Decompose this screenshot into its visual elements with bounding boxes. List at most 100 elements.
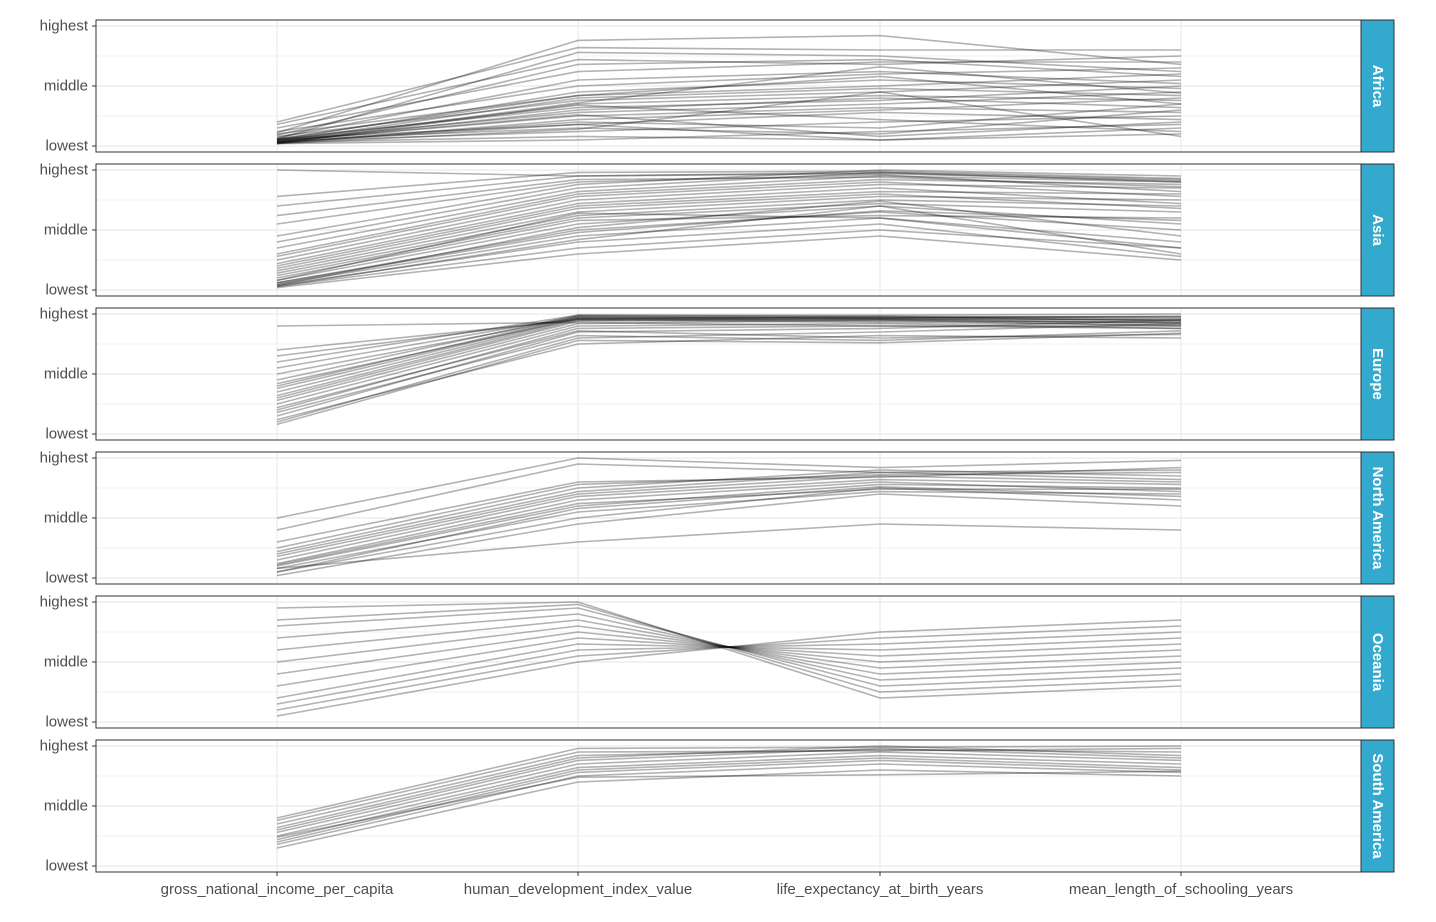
- facet-strip: [1360, 595, 1395, 729]
- series-line-asia-25: [276, 205, 1182, 288]
- series-line-oceania-10: [276, 607, 1182, 687]
- series-line-europe-9: [276, 316, 1182, 390]
- y-tick-label: middle: [44, 78, 88, 95]
- series-line-africa-1: [276, 123, 1182, 145]
- series-line-south-america-6: [276, 751, 1182, 834]
- x-axis: gross_national_income_per_capita human_de…: [161, 872, 1293, 898]
- series-line-north-america-7: [276, 475, 1182, 558]
- series-line-africa-27: [276, 104, 1182, 141]
- series-line-north-america-10: [276, 471, 1182, 549]
- series-line-europe-7: [276, 315, 1182, 397]
- series-line-europe-18: [276, 321, 1182, 330]
- series-line-europe-8: [276, 315, 1182, 393]
- series-line-europe-11: [276, 317, 1182, 385]
- panel-europe: lowest middle highest Europe: [40, 306, 1395, 443]
- y-tick-label: middle: [44, 366, 88, 383]
- series-line-europe-2: [276, 319, 1182, 417]
- series-line-asia-2: [276, 229, 1182, 288]
- facet-strip-label: Asia: [1369, 214, 1386, 246]
- series-line-africa-2: [276, 133, 1182, 144]
- series-line-asia-15: [276, 181, 1182, 258]
- series-line-south-america-8: [276, 745, 1182, 829]
- series-line-africa-22: [276, 51, 1182, 140]
- series-line-north-america-6: [276, 478, 1182, 561]
- series-line-north-america-12: [276, 463, 1182, 531]
- series-line-africa-28: [276, 91, 1182, 145]
- series-line-asia-14: [276, 183, 1182, 261]
- series-line-oceania-3: [276, 631, 1182, 705]
- series-line-africa-18: [276, 70, 1182, 139]
- series-line-africa-24: [276, 34, 1182, 134]
- series-line-oceania-11: [276, 603, 1182, 693]
- facet-strip-label: Oceania: [1369, 633, 1386, 692]
- y-tick-label: highest: [40, 18, 89, 35]
- series-line-north-america-14: [276, 523, 1182, 570]
- series-line-north-america-1: [276, 493, 1182, 577]
- series-line-europe-21: [276, 334, 1182, 421]
- series-line-asia-27: [276, 209, 1182, 284]
- series-line-south-america-3: [276, 759, 1182, 843]
- series-line-europe-3: [276, 325, 1181, 411]
- series-line-africa-30: [276, 65, 1182, 144]
- y-tick-label: highest: [40, 450, 89, 467]
- series-line-asia-10: [276, 195, 1182, 272]
- series-line-africa-21: [276, 55, 1182, 126]
- series-line-oceania-4: [276, 637, 1182, 699]
- series-line-asia-9: [276, 199, 1182, 274]
- series-line-oceania-7: [276, 625, 1182, 669]
- series-line-north-america-3: [276, 490, 1182, 570]
- series-line-africa-15: [276, 73, 1182, 135]
- series-line-asia-13: [276, 187, 1182, 265]
- series-line-north-america-11: [276, 466, 1182, 543]
- panel-north-america: lowest middle highest North America: [40, 450, 1395, 587]
- x-tick-label: mean_length_of_schooling_years: [1069, 881, 1293, 898]
- y-tick-label: lowest: [45, 426, 88, 443]
- facet-strip: [1360, 739, 1395, 873]
- y-tick-label: highest: [40, 306, 89, 323]
- panel-south-america: lowest middle highest South America: [40, 738, 1395, 875]
- series-line-europe-14: [276, 315, 1182, 369]
- y-tick-label: middle: [44, 510, 88, 527]
- series-line-africa-4: [276, 109, 1182, 141]
- series-line-oceania-1: [276, 619, 1182, 717]
- series-line-africa-12: [276, 94, 1182, 145]
- y-tick-label: middle: [44, 798, 88, 815]
- series-line-oceania-12: [276, 601, 1182, 699]
- facet-strip: [1360, 307, 1395, 441]
- series-line-asia-23: [276, 170, 1182, 198]
- series-line-africa-9: [276, 91, 1182, 141]
- panel-oceania: lowest middle highest Oceania: [40, 594, 1395, 731]
- series-line-europe-16: [276, 317, 1182, 357]
- series-line-asia-21: [276, 176, 1182, 217]
- series-line-north-america-2: [276, 487, 1182, 573]
- series-line-europe-12: [276, 314, 1182, 381]
- series-line-asia-18: [276, 171, 1182, 243]
- series-line-asia-11: [276, 193, 1182, 270]
- series-line-africa-8: [276, 106, 1182, 142]
- series-line-north-america-4: [276, 483, 1182, 567]
- series-line-asia-1: [276, 235, 1182, 289]
- series-line-africa-13: [276, 79, 1182, 138]
- series-line-asia-7: [276, 214, 1182, 279]
- series-line-north-america-5: [276, 481, 1182, 565]
- series-line-europe-17: [276, 319, 1182, 351]
- series-line-south-america-12: [276, 770, 1182, 838]
- series-line-africa-6: [276, 103, 1182, 144]
- series-line-europe-4: [276, 322, 1182, 405]
- series-line-asia-22: [276, 171, 1182, 207]
- series-line-africa-19: [276, 61, 1181, 129]
- facet-strip: [1360, 451, 1395, 585]
- series-line-asia-17: [276, 175, 1182, 249]
- series-line-africa-25: [276, 123, 1182, 144]
- facet-panels: lowest middle highest Africa lowest middle hig…: [40, 18, 1395, 875]
- series-line-asia-3: [276, 223, 1182, 286]
- panel-asia: lowest middle highest Asia: [40, 162, 1395, 299]
- series-line-europe-10: [276, 315, 1182, 387]
- series-line-africa-3: [276, 115, 1182, 142]
- series-line-south-america-11: [276, 745, 1182, 819]
- series-line-africa-20: [276, 58, 1182, 136]
- series-line-africa-16: [276, 79, 1182, 141]
- series-line-oceania-9: [276, 613, 1182, 681]
- y-tick-label: highest: [40, 738, 89, 755]
- series-line-asia-24: [276, 169, 1182, 182]
